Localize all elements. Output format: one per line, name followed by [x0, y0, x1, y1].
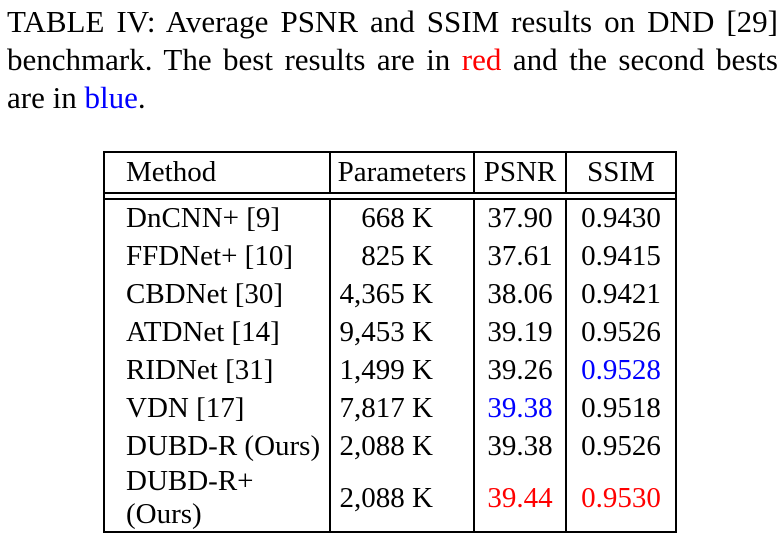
column-header-psnr: PSNR [474, 152, 567, 194]
caption-text: . [137, 80, 146, 115]
caption-text: TABLE IV: Average PSNR and SSIM results … [7, 4, 778, 39]
table-header-row: Method Parameters PSNR SSIM [104, 152, 676, 194]
psnr-cell: 39.38 [474, 389, 567, 427]
method-cell: RIDNet [31] [104, 351, 331, 389]
ssim-cell: 0.9421 [581, 277, 661, 310]
table-row: DnCNN+ [9] 668 K 37.90 0.9430 [104, 198, 676, 237]
caption-text: and the second bests [501, 42, 778, 77]
table-row: FFDNet+ [10] 825 K 37.61 0.9415 [104, 237, 676, 275]
method-cell: CBDNet [30] [104, 275, 331, 313]
parameters-cell: 4,365 K [330, 275, 475, 313]
ssim-cell: 0.9526 [581, 429, 661, 462]
table-row: DUBD-R+ (Ours) 2,088 K 39.44 0.9530 [104, 465, 676, 532]
ssim-cell: 0.9415 [581, 239, 661, 272]
caption-text: are in [7, 80, 85, 115]
table-row: RIDNet [31] 1,499 K 39.26 0.9528 [104, 351, 676, 389]
method-cell: DUBD-R+ (Ours) [104, 465, 331, 532]
caption-text: benchmark. The best results are in [7, 42, 462, 77]
method-cell: ATDNet [14] [104, 313, 331, 351]
ssim-cell: 0.9430 [566, 198, 676, 237]
psnr-cell: 38.06 [474, 275, 567, 313]
caption-highlight-second: blue [84, 80, 138, 115]
column-header-ssim: SSIM [566, 152, 676, 194]
table-row: DUBD-R (Ours) 2,088 K 39.38 0.9526 [104, 427, 676, 465]
caption-highlight-best: red [461, 42, 502, 77]
parameters-cell: 668 K [330, 198, 475, 237]
table-row: CBDNet [30] 4,365 K 38.06 0.9421 [104, 275, 676, 313]
parameters-cell: 1,499 K [330, 351, 475, 389]
ssim-cell: 0.9528 [581, 353, 661, 386]
method-cell: DnCNN+ [9] [104, 198, 331, 237]
column-header-method: Method [104, 152, 331, 194]
ssim-cell: 0.9530 [581, 481, 661, 514]
parameters-cell: 2,088 K [330, 427, 475, 465]
caption-line-1: TABLE IV: Average PSNR and SSIM results … [7, 3, 778, 41]
caption-line-2: benchmark. The best results are in red a… [7, 41, 778, 79]
parameters-cell: 825 K [330, 237, 475, 275]
psnr-cell: 39.26 [474, 351, 567, 389]
method-cell: FFDNet+ [10] [104, 237, 331, 275]
parameters-cell: 2,088 K [330, 465, 475, 532]
psnr-cell: 39.44 [474, 465, 567, 532]
psnr-cell: 39.38 [474, 427, 567, 465]
column-header-parameters: Parameters [330, 152, 475, 194]
table-row: ATDNet [14] 9,453 K 39.19 0.9526 [104, 313, 676, 351]
ssim-cell: 0.9526 [581, 315, 661, 348]
parameters-cell: 9,453 K [330, 313, 475, 351]
results-table: Method Parameters PSNR SSIM DnCNN+ [9] 668 K… [103, 151, 677, 533]
table-caption: TABLE IV: Average PSNR and SSIM results … [7, 3, 778, 117]
caption-line-3: are in blue. [7, 79, 778, 117]
psnr-cell: 37.90 [474, 198, 567, 237]
method-cell: DUBD-R (Ours) [104, 427, 331, 465]
method-cell: VDN [17] [104, 389, 331, 427]
table-row: VDN [17] 7,817 K 39.38 0.9518 [104, 389, 676, 427]
psnr-cell: 37.61 [474, 237, 567, 275]
psnr-cell: 39.19 [474, 313, 567, 351]
ssim-cell: 0.9518 [581, 391, 661, 424]
parameters-cell: 7,817 K [330, 389, 475, 427]
